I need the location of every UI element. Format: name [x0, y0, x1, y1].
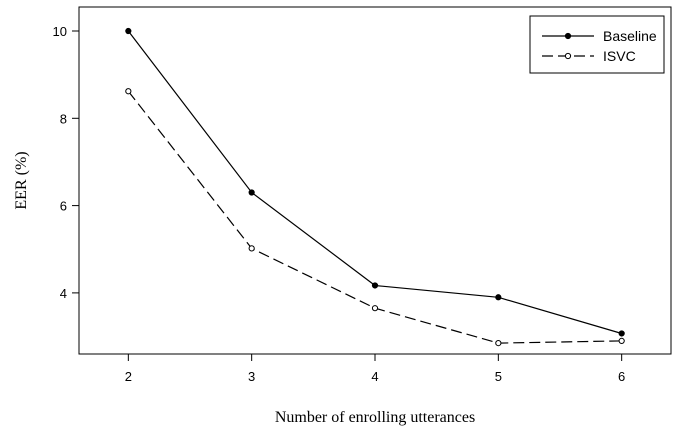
data-point-isvc [495, 339, 502, 347]
legend-label-isvc: ISVC [603, 48, 636, 64]
data-point-baseline [618, 330, 625, 337]
data-point-baseline [495, 294, 502, 301]
x-axis-title: Number of enrolling utterances [275, 409, 475, 426]
x-tick-label: 2 [125, 369, 132, 384]
data-point-baseline [371, 282, 379, 289]
legend: Baseline ISVC [529, 15, 665, 74]
data-point-isvc [248, 245, 255, 252]
data-point-isvc [125, 88, 132, 95]
y-tick-label: 4 [60, 286, 67, 301]
y-tick-label: 8 [60, 111, 67, 126]
y-tick-label: 10 [53, 24, 67, 39]
x-tick-label: 3 [248, 369, 255, 384]
legend-marker-isvc [564, 52, 572, 60]
y-tick-label: 6 [60, 199, 67, 214]
legend-box [529, 15, 665, 74]
data-point-baseline [125, 27, 132, 35]
x-tick-label: 4 [371, 369, 378, 384]
x-axis-ticks: 2 3 4 5 6 [125, 354, 625, 384]
y-axis-title: EER (%) [13, 151, 30, 209]
data-point-isvc [371, 305, 379, 312]
legend-marker-baseline [564, 32, 572, 40]
data-point-isvc [618, 337, 625, 345]
x-tick-label: 5 [495, 369, 502, 384]
series-layer [125, 27, 625, 347]
data-point-baseline [248, 189, 255, 196]
x-tick-label: 6 [618, 369, 625, 384]
y-axis-ticks: 4 6 8 10 [53, 24, 79, 301]
legend-label-baseline: Baseline [603, 28, 657, 44]
